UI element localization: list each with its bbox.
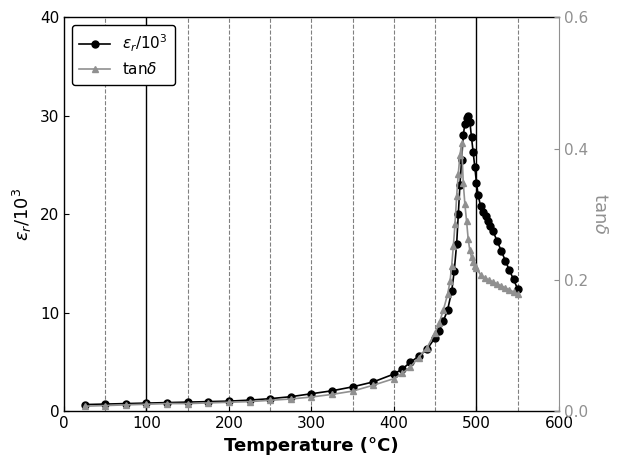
tan$\delta$ [463, 218, 471, 224]
tan$\delta$ [458, 141, 466, 146]
Y-axis label: $\varepsilon_r$/10$^3$: $\varepsilon_r$/10$^3$ [11, 187, 34, 241]
$\varepsilon_r$/10$^3$ [448, 288, 456, 294]
$\varepsilon_r$/10$^3$ [415, 354, 422, 359]
tan$\delta$ [514, 292, 521, 297]
tan$\delta$ [510, 289, 517, 295]
Legend: $\varepsilon_r$/10$^3$, tan$\delta$: $\varepsilon_r$/10$^3$, tan$\delta$ [72, 25, 175, 85]
$\varepsilon_r$/10$^3$ [464, 113, 472, 118]
Line: tan$\delta$: tan$\delta$ [81, 140, 521, 410]
$\varepsilon_r$/10$^3$ [514, 287, 521, 292]
Y-axis label: tan$\delta$: tan$\delta$ [591, 193, 609, 235]
Line: $\varepsilon_r$/10$^3$: $\varepsilon_r$/10$^3$ [81, 112, 521, 408]
tan$\delta$ [390, 376, 397, 381]
$\varepsilon_r$/10$^3$ [466, 119, 474, 124]
$\varepsilon_r$/10$^3$ [502, 258, 509, 263]
tan$\delta$ [81, 404, 88, 409]
$\varepsilon_r$/10$^3$ [461, 121, 469, 126]
$\varepsilon_r$/10$^3$ [164, 400, 171, 405]
tan$\delta$ [399, 370, 406, 376]
$\varepsilon_r$/10$^3$ [81, 402, 88, 407]
X-axis label: Temperature (°C): Temperature (°C) [224, 437, 399, 455]
tan$\delta$ [308, 394, 315, 400]
tan$\delta$ [467, 254, 475, 260]
